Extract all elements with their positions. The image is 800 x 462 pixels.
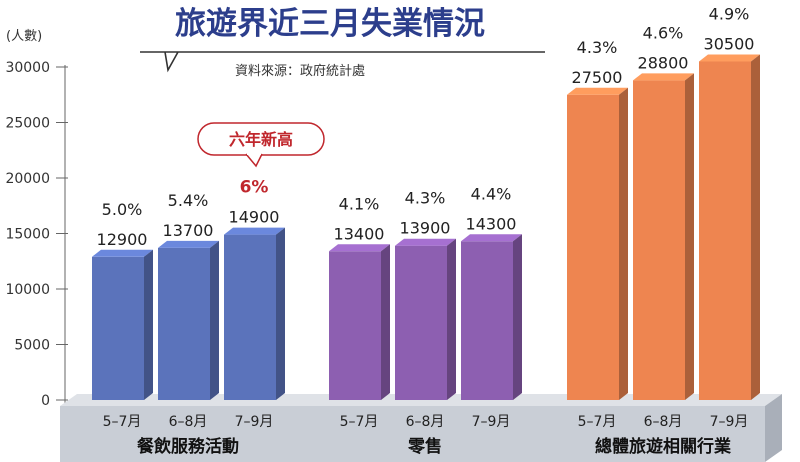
y-axis-ticks: 0 5000 10000 15000 20000 25000 30000 — [5, 60, 68, 409]
y-tick-label: 30000 — [5, 60, 50, 76]
bar-value-label: 30500 — [704, 34, 755, 53]
bar-rate-label: 4.3% — [405, 189, 446, 208]
bar-value-label: 12900 — [97, 230, 148, 249]
bar-value-label: 27500 — [572, 68, 623, 87]
bar — [395, 245, 447, 400]
x-tick-label: 5–7月 — [103, 414, 142, 430]
bar-rate-label: 6% — [240, 178, 269, 198]
bar-rate-label: 4.3% — [577, 38, 618, 57]
bar — [567, 94, 619, 400]
bar — [461, 241, 513, 400]
group-label: 總體旅遊相關行業 — [595, 436, 731, 457]
x-tick-label: 5–7月 — [340, 414, 379, 430]
bar-side — [619, 87, 628, 400]
group-label: 零售 — [407, 436, 442, 457]
x-tick-label: 6–8月 — [644, 414, 683, 430]
bar-side — [513, 234, 522, 400]
bar-rate-label: 5.4% — [168, 191, 209, 210]
y-tick-label: 5000 — [14, 338, 50, 354]
bar-rate-label: 4.9% — [709, 4, 750, 23]
callout-text: 六年新高 — [229, 130, 293, 149]
y-axis-label: (人數) — [6, 29, 42, 44]
bar-side — [210, 240, 219, 400]
category-base-side — [765, 394, 782, 462]
labels-layer: 12900 5.0% 5–7月 13700 5.4% 6–8月 14900 6% 7–9月餐飲服… — [97, 4, 755, 457]
bar-rate-label: 4.1% — [339, 194, 380, 213]
bar-top — [567, 87, 628, 95]
bar — [699, 61, 751, 400]
bar-top — [395, 238, 456, 246]
bar-rate-label: 4.6% — [643, 23, 684, 42]
bar — [224, 234, 276, 400]
y-tick-label: 20000 — [5, 171, 50, 187]
bar — [158, 247, 210, 400]
x-tick-label: 6–8月 — [169, 414, 208, 430]
chart-title: 旅遊界近三月失業情況 — [175, 6, 485, 42]
x-tick-label: 5–7月 — [578, 414, 617, 430]
x-tick-label: 6–8月 — [406, 414, 445, 430]
x-tick-label: 7–9月 — [710, 414, 749, 430]
x-tick-label: 7–9月 — [472, 414, 511, 430]
bar-value-label: 13900 — [400, 219, 451, 238]
bar-side — [276, 227, 285, 400]
bar-value-label: 13400 — [334, 224, 385, 243]
y-tick-label: 15000 — [5, 227, 50, 243]
bar-top — [329, 244, 390, 252]
bar-side — [685, 73, 694, 400]
bar-top — [699, 54, 760, 62]
bar-side — [144, 249, 153, 400]
title-speech-pointer — [140, 51, 545, 73]
bar — [329, 251, 381, 400]
bar-value-label: 14900 — [229, 208, 280, 227]
bar-top — [224, 227, 285, 235]
callout: 六年新高 — [197, 122, 325, 168]
bar-side — [381, 244, 390, 400]
x-tick-label: 7–9月 — [235, 414, 274, 430]
group-label: 餐飲服務活動 — [137, 436, 239, 457]
y-tick-label: 10000 — [5, 282, 50, 298]
bar-rate-label: 5.0% — [102, 200, 143, 219]
bar-value-label: 28800 — [638, 53, 689, 72]
chart-source: 資料來源：政府統計處 — [235, 63, 365, 79]
bar-top — [158, 240, 219, 248]
category-base-band — [60, 406, 765, 462]
bar-side — [447, 238, 456, 400]
bar-value-label: 13700 — [163, 221, 214, 240]
bar-top — [461, 234, 522, 242]
bar-value-label: 14300 — [466, 214, 517, 233]
y-tick-label: 25000 — [5, 116, 50, 132]
bar-top — [633, 73, 694, 81]
callout-pointer — [245, 153, 263, 168]
bar — [92, 256, 144, 400]
bars-layer — [92, 54, 760, 400]
bar — [633, 80, 685, 400]
y-tick-label: 0 — [41, 393, 50, 409]
bar-side — [751, 54, 760, 400]
bar-rate-label: 4.4% — [471, 184, 512, 203]
bar-top — [92, 249, 153, 257]
